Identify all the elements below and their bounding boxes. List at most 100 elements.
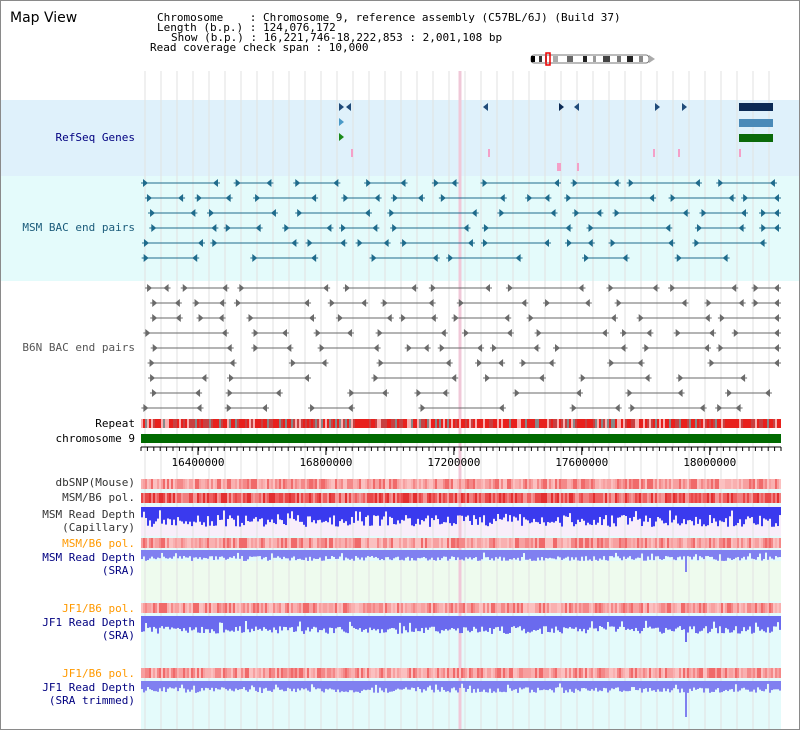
- bac-end-arrow[interactable]: [477, 359, 483, 367]
- bac-end-arrow[interactable]: [323, 284, 329, 292]
- bac-end-arrow[interactable]: [343, 194, 349, 202]
- bac-end-arrow[interactable]: [209, 209, 215, 217]
- bac-end-arrow[interactable]: [578, 284, 584, 292]
- bac-end-arrow[interactable]: [533, 344, 539, 352]
- bac-end-arrow[interactable]: [609, 359, 615, 367]
- bac-end-arrow[interactable]: [440, 194, 446, 202]
- bac-end-arrow[interactable]: [329, 299, 335, 307]
- bac-end-arrow[interactable]: [382, 299, 388, 307]
- bac-end-arrow[interactable]: [774, 284, 779, 292]
- refseq-exon-mark[interactable]: [678, 149, 680, 157]
- bac-end-arrow[interactable]: [366, 179, 372, 187]
- track-label-jf1-depth-trimmed[interactable]: JF1 Read Depth: [42, 681, 135, 694]
- bac-end-arrow[interactable]: [190, 209, 196, 217]
- refseq-gene-block[interactable]: [739, 134, 773, 142]
- bac-end-arrow[interactable]: [628, 179, 634, 187]
- bac-end-arrow[interactable]: [644, 374, 650, 382]
- bac-end-arrow[interactable]: [521, 359, 527, 367]
- refseq-gene-arrow[interactable]: [339, 103, 344, 111]
- bac-end-arrow[interactable]: [235, 179, 241, 187]
- bac-end-arrow[interactable]: [764, 389, 770, 397]
- bac-end-arrow[interactable]: [753, 284, 759, 292]
- bac-end-arrow[interactable]: [392, 194, 398, 202]
- bac-end-arrow[interactable]: [266, 179, 272, 187]
- bac-end-arrow[interactable]: [649, 194, 655, 202]
- bac-end-arrow[interactable]: [221, 329, 227, 337]
- bac-end-arrow[interactable]: [182, 284, 188, 292]
- bac-end-arrow[interactable]: [196, 194, 202, 202]
- bac-end-arrow[interactable]: [211, 224, 217, 232]
- bac-end-arrow[interactable]: [572, 179, 578, 187]
- bac-end-arrow[interactable]: [774, 314, 779, 322]
- bac-end-arrow[interactable]: [174, 299, 180, 307]
- bac-end-arrow[interactable]: [774, 224, 779, 232]
- bac-end-arrow[interactable]: [706, 299, 712, 307]
- bac-end-arrow[interactable]: [499, 209, 505, 217]
- bac-end-arrow[interactable]: [451, 374, 457, 382]
- bac-end-arrow[interactable]: [610, 239, 616, 247]
- bac-end-arrow[interactable]: [297, 209, 303, 217]
- refseq-gene-arrow[interactable]: [483, 103, 488, 111]
- track-label-jf1-b6-pol-1[interactable]: JF1/B6 pol.: [62, 602, 135, 615]
- bac-end-arrow[interactable]: [498, 359, 504, 367]
- refseq-gene-arrow[interactable]: [346, 103, 351, 111]
- bac-end-arrow[interactable]: [371, 254, 377, 262]
- bac-end-arrow[interactable]: [347, 404, 353, 412]
- bac-end-arrow[interactable]: [194, 299, 200, 307]
- track-label-jf1-depth-sra[interactable]: JF1 Read Depth: [42, 616, 135, 629]
- bac-end-arrow[interactable]: [733, 329, 739, 337]
- bac-end-arrow[interactable]: [616, 299, 622, 307]
- bac-end-arrow[interactable]: [374, 194, 380, 202]
- bac-end-arrow[interactable]: [735, 404, 741, 412]
- track-label-b6n-bac[interactable]: B6N BAC end pairs: [22, 341, 135, 354]
- track-label-msm-depth-capillary[interactable]: MSM Read Depth: [42, 508, 135, 521]
- bac-end-arrow[interactable]: [337, 314, 343, 322]
- bac-end-arrow[interactable]: [303, 374, 309, 382]
- bac-end-arrow[interactable]: [340, 239, 346, 247]
- bac-end-arrow[interactable]: [681, 299, 687, 307]
- refseq-gene-arrow[interactable]: [559, 103, 564, 111]
- bac-end-arrow[interactable]: [402, 239, 408, 247]
- bac-end-arrow[interactable]: [620, 344, 626, 352]
- bac-end-arrow[interactable]: [719, 314, 725, 322]
- bac-end-arrow[interactable]: [372, 224, 378, 232]
- bac-end-arrow[interactable]: [163, 284, 169, 292]
- bac-end-arrow[interactable]: [483, 224, 489, 232]
- refseq-exon-mark[interactable]: [653, 149, 655, 157]
- bac-end-arrow[interactable]: [432, 254, 438, 262]
- bac-end-arrow[interactable]: [386, 314, 392, 322]
- bac-end-arrow[interactable]: [146, 194, 152, 202]
- bac-end-arrow[interactable]: [588, 224, 594, 232]
- bac-end-arrow[interactable]: [198, 314, 204, 322]
- bac-end-arrow[interactable]: [565, 224, 571, 232]
- bac-end-arrow[interactable]: [463, 329, 469, 337]
- bac-end-arrow[interactable]: [178, 194, 184, 202]
- bac-end-arrow[interactable]: [610, 314, 616, 322]
- bac-end-arrow[interactable]: [613, 179, 619, 187]
- bac-end-arrow[interactable]: [477, 344, 483, 352]
- bac-end-arrow[interactable]: [774, 194, 779, 202]
- bac-end-arrow[interactable]: [192, 254, 198, 262]
- bac-end-arrow[interactable]: [701, 209, 707, 217]
- bac-end-arrow[interactable]: [718, 344, 724, 352]
- bac-end-arrow[interactable]: [275, 389, 281, 397]
- bac-end-arrow[interactable]: [286, 344, 292, 352]
- refseq-gene-arrow[interactable]: [682, 103, 687, 111]
- bac-end-arrow[interactable]: [717, 404, 723, 412]
- bac-end-arrow[interactable]: [227, 389, 233, 397]
- bac-end-arrow[interactable]: [668, 239, 674, 247]
- bac-end-arrow[interactable]: [587, 239, 593, 247]
- bac-end-arrow[interactable]: [584, 299, 590, 307]
- track-label-chromosome[interactable]: chromosome 9: [55, 432, 135, 445]
- bac-end-arrow[interactable]: [504, 314, 510, 322]
- bac-end-arrow[interactable]: [584, 254, 590, 262]
- bac-end-arrow[interactable]: [433, 179, 439, 187]
- refseq-gene-block[interactable]: [739, 119, 773, 127]
- bac-end-arrow[interactable]: [514, 389, 520, 397]
- refseq-gene-arrow[interactable]: [574, 103, 579, 111]
- bac-end-arrow[interactable]: [225, 224, 231, 232]
- bac-end-arrow[interactable]: [143, 179, 149, 187]
- bac-end-arrow[interactable]: [728, 194, 734, 202]
- bac-end-arrow[interactable]: [608, 284, 614, 292]
- bac-end-arrow[interactable]: [310, 404, 316, 412]
